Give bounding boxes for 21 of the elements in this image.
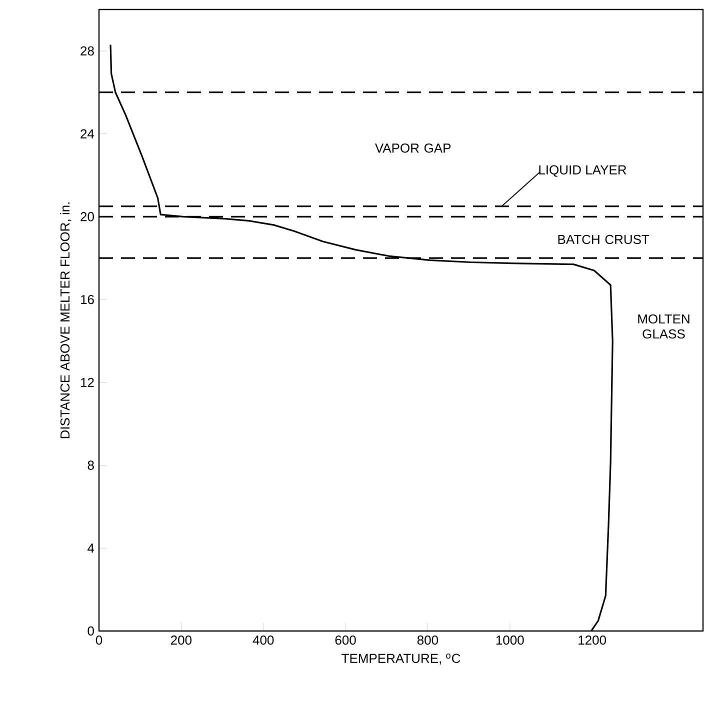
y-tick-label: 0 bbox=[88, 626, 94, 636]
x-tick-label: 400 bbox=[252, 636, 274, 645]
y-tick-label: 20 bbox=[80, 212, 94, 222]
y-tick-label: 8 bbox=[88, 460, 94, 470]
y-axis-title: DISTANCE ABOVE MELTER FLOOR, in. bbox=[60, 202, 72, 438]
y-tick-label: 16 bbox=[80, 294, 94, 304]
y-tick-label: 28 bbox=[80, 46, 94, 56]
x-tick-label: 1200 bbox=[578, 636, 606, 645]
annotation: BATCH CRUST bbox=[558, 234, 650, 244]
x-tick-label: 1000 bbox=[496, 636, 524, 645]
annotation: MOLTEN GLASS bbox=[638, 314, 690, 339]
annotation: VAPOR GAP bbox=[374, 143, 451, 153]
x-tick-label: 800 bbox=[417, 636, 438, 645]
y-tick-label: 24 bbox=[80, 129, 94, 138]
x-tick-label: 600 bbox=[335, 636, 356, 645]
y-tick-label: 12 bbox=[80, 378, 94, 387]
annotation: LIQUID LAYER bbox=[539, 165, 626, 177]
y-tick-label: 4 bbox=[88, 544, 94, 553]
x-axis-title: TEMPERATURE, $^{o}$C bbox=[342, 654, 460, 665]
x-tick-label: 200 bbox=[170, 636, 192, 645]
x-tick-label: 0 bbox=[96, 636, 102, 645]
